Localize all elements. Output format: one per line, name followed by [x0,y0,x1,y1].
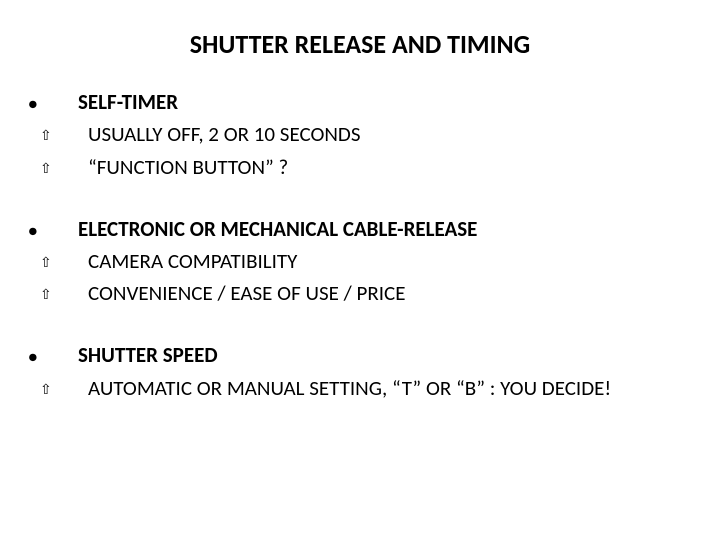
bullet-disc-icon: ● [28,96,38,114]
sub-item: ⇧ “FUNCTION BUTTON” ? [0,155,720,179]
section-heading: ● ELECTRONIC OR MECHANICAL CABLE-RELEASE [0,217,720,241]
bullet-disc-icon: ● [28,223,38,241]
heading-text: SELF-TIMER [78,90,720,114]
bullet-disc-icon: ● [28,349,38,367]
heading-text: SHUTTER SPEED [78,343,720,367]
sub-item-text: AUTOMATIC OR MANUAL SETTING, “T” OR “B” … [78,376,720,400]
sub-item: ⇧ AUTOMATIC OR MANUAL SETTING, “T” OR “B… [0,376,720,400]
heading-text: ELECTRONIC OR MECHANICAL CABLE-RELEASE [78,217,720,241]
arrow-up-icon: ⇧ [40,161,52,177]
sub-item: ⇧ CONVENIENCE / EASE OF USE / PRICE [0,281,720,305]
sub-item-text: CONVENIENCE / EASE OF USE / PRICE [78,281,720,305]
arrow-up-icon: ⇧ [40,382,52,398]
sub-item: ⇧ CAMERA COMPATIBILITY [0,249,720,273]
arrow-up-icon: ⇧ [40,255,52,271]
slide-title: SHUTTER RELEASE AND TIMING [0,28,720,60]
arrow-up-icon: ⇧ [40,128,52,144]
slide: SHUTTER RELEASE AND TIMING ● SELF-TIMER … [0,0,720,540]
sub-item: ⇧ USUALLY OFF, 2 OR 10 SECONDS [0,122,720,146]
sub-item-text: CAMERA COMPATIBILITY [78,249,720,273]
arrow-up-icon: ⇧ [40,287,52,303]
sub-item-text: USUALLY OFF, 2 OR 10 SECONDS [78,122,720,146]
section-heading: ● SHUTTER SPEED [0,343,720,367]
sub-item-text: “FUNCTION BUTTON” ? [78,155,720,179]
section-heading: ● SELF-TIMER [0,90,720,114]
